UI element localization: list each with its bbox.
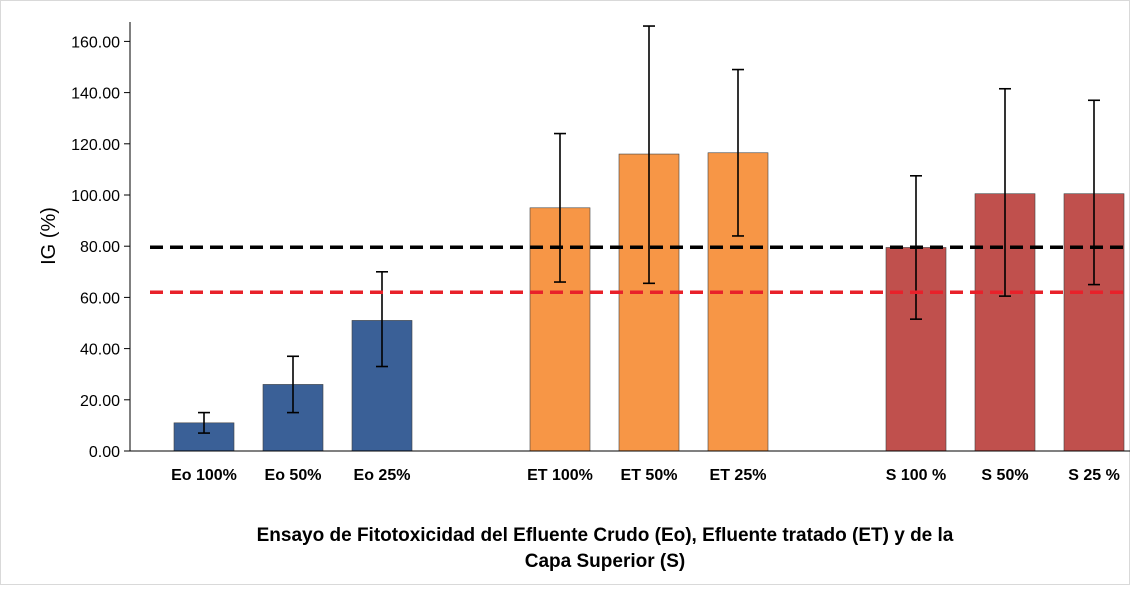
x-ticks-layer: Eo 100% Eo 50% Eo 25% ET 100% ET 50% ET 25% S … [171,467,1120,484]
error-bars-layer [198,25,1100,434]
x-tick-label-2: Eo 50% [265,467,322,484]
y-axis-label: IG (%) [38,207,60,265]
x-tick-label-6: ET 25% [710,467,767,484]
x-tick-label-1: Eo 100% [171,467,237,484]
x-tick-label-8: S 50% [981,467,1028,484]
x-tick-label-4: ET 100% [527,467,593,484]
y-tick-label-6: 100.00 [71,188,120,205]
x-axis-label-line-1: Ensayo de Fitotoxicidad del Efluente Cru… [257,525,954,546]
x-tick-label-7: S 100 % [886,467,946,484]
y-ticks-layer: 0.00 20.00 40.00 60.00 80.00 100.00 120.00 140.… [71,34,130,461]
x-tick-label-3: Eo 25% [354,467,411,484]
y-tick-label-1: 0.00 [89,444,120,461]
y-tick-label-3: 40.00 [80,342,120,359]
axes-layer [129,22,1130,452]
x-tick-label-9: S 25 % [1068,467,1120,484]
y-tick-label-4: 60.00 [80,290,120,307]
y-tick-label-2: 20.00 [80,393,120,410]
y-tick-label-5: 80.00 [80,239,120,256]
x-axis-label-line-2: Capa Superior (S) [525,551,685,572]
y-tick-label-7: 120.00 [71,137,120,154]
y-tick-label-9: 160.00 [71,34,120,51]
x-tick-label-5: ET 50% [621,467,678,484]
y-tick-label-8: 140.00 [71,86,120,103]
reference-lines-layer [150,245,1130,295]
